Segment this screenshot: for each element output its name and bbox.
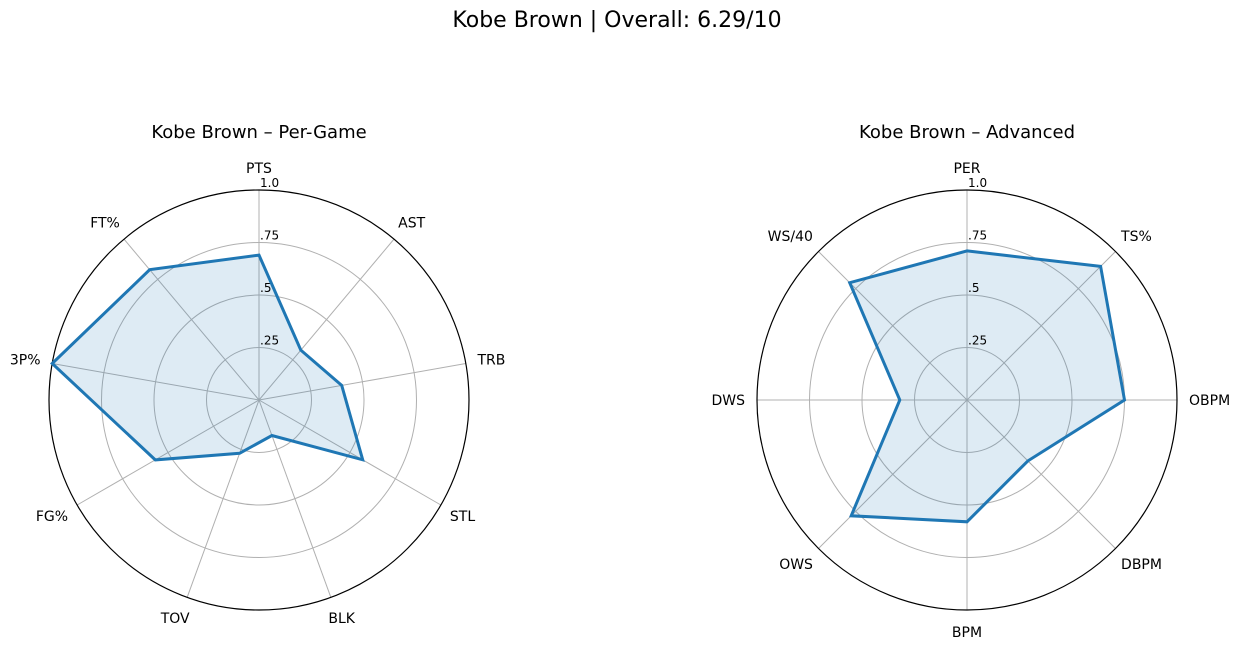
spoke-line	[258, 363, 466, 401]
category-label: BLK	[328, 611, 355, 627]
outer-frame	[756, 189, 1178, 611]
radial-tick-label: .75	[260, 229, 279, 243]
series-area	[52, 255, 363, 460]
category-label: WS/40	[768, 229, 813, 245]
category-label: STL	[450, 509, 475, 525]
figure-title: Kobe Brown | Overall: 6.29/10	[452, 8, 782, 33]
spoke-line	[258, 238, 395, 401]
radial-tick-label: .75	[968, 229, 987, 243]
series-area	[849, 250, 1125, 522]
spoke-line	[818, 251, 968, 401]
series-line	[50, 253, 365, 462]
radial-tick-label: 1.0	[968, 176, 987, 190]
spoke-line	[818, 399, 968, 549]
category-label: TS%	[1120, 229, 1152, 245]
category-label: BPM	[952, 625, 982, 641]
category-label: OBPM	[1189, 393, 1230, 409]
category-label: PTS	[246, 161, 272, 177]
spoke-line	[123, 238, 260, 401]
spoke-line	[966, 251, 1116, 401]
category-label: 3P%	[10, 353, 41, 369]
category-label: FT%	[90, 215, 120, 231]
category-label: AST	[398, 215, 425, 231]
radial-tick-label: .5	[260, 281, 271, 295]
radial-tick-label: .25	[260, 334, 279, 348]
spoke-line	[76, 399, 260, 506]
category-label: DBPM	[1121, 557, 1162, 573]
chart-title: Kobe Brown – Per-Game	[151, 122, 366, 143]
category-label: TOV	[160, 611, 190, 627]
category-label: TRB	[476, 353, 505, 369]
category-label: FG%	[36, 509, 68, 525]
chart-title: Kobe Brown – Advanced	[859, 122, 1075, 143]
spoke-line	[258, 399, 332, 598]
series-line	[847, 249, 1127, 524]
category-label: DWS	[711, 393, 745, 409]
radial-tick-label: .5	[968, 281, 979, 295]
radial-tick-label: 1.0	[260, 176, 279, 190]
spoke-line	[186, 399, 260, 598]
radial-tick-label: .25	[968, 334, 987, 348]
outer-frame	[48, 189, 470, 611]
category-label: PER	[953, 161, 980, 177]
spoke-line	[258, 399, 442, 506]
category-label: OWS	[779, 557, 813, 573]
spoke-line	[52, 363, 260, 401]
spoke-line	[966, 399, 1116, 549]
